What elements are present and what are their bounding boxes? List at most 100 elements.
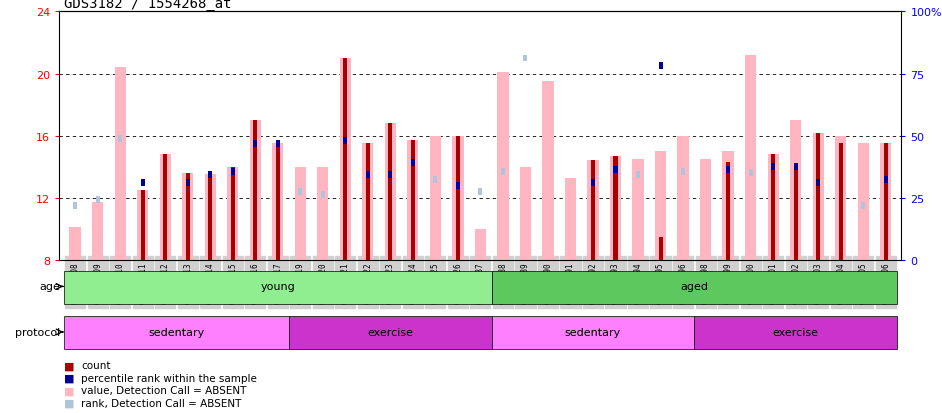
Text: ■: ■ (64, 398, 74, 408)
Bar (140, 179, 145, 186)
Bar (343, 138, 348, 145)
Bar (159, 155, 171, 260)
Bar (140, 190, 145, 260)
Bar (492, 316, 694, 349)
Bar (163, 155, 167, 260)
Bar (231, 167, 235, 260)
Bar (632, 159, 643, 260)
Bar (64, 271, 492, 304)
Bar (497, 73, 509, 260)
Bar (73, 202, 77, 209)
Text: GDS3182 / 1554268_at: GDS3182 / 1554268_at (63, 0, 231, 12)
Text: ■: ■ (64, 385, 74, 395)
Bar (591, 161, 595, 260)
Bar (524, 55, 528, 62)
Bar (231, 169, 235, 176)
Bar (407, 141, 418, 260)
Bar (591, 179, 595, 186)
Text: ■: ■ (64, 373, 74, 383)
Bar (794, 167, 798, 260)
Bar (475, 229, 486, 260)
Bar (613, 157, 618, 260)
Bar (250, 121, 261, 260)
Bar (343, 138, 348, 145)
Bar (388, 175, 393, 182)
Bar (681, 169, 685, 176)
Bar (492, 271, 897, 304)
Bar (456, 183, 460, 189)
Bar (231, 187, 235, 194)
Text: protocol: protocol (14, 327, 59, 337)
Bar (317, 167, 329, 260)
Text: sedentary: sedentary (148, 327, 204, 337)
Bar (771, 164, 775, 171)
Bar (794, 164, 798, 171)
Bar (456, 136, 460, 260)
Bar (430, 136, 441, 260)
Bar (835, 136, 846, 260)
Bar (92, 203, 104, 260)
Bar (591, 179, 595, 186)
Text: exercise: exercise (367, 327, 414, 337)
Bar (276, 140, 280, 147)
Bar (208, 171, 212, 178)
Bar (771, 164, 775, 171)
Bar (838, 144, 843, 260)
Bar (433, 176, 437, 183)
Text: rank, Detection Call = ABSENT: rank, Detection Call = ABSENT (81, 398, 241, 408)
Bar (588, 161, 598, 260)
Bar (388, 124, 393, 260)
Bar (520, 167, 531, 260)
Bar (299, 189, 302, 195)
Bar (452, 136, 463, 260)
Text: exercise: exercise (772, 327, 819, 337)
Bar (565, 178, 577, 260)
Bar (700, 159, 711, 260)
Bar (677, 136, 689, 260)
Bar (813, 133, 824, 260)
Bar (365, 171, 370, 178)
Bar (363, 144, 373, 260)
Bar (411, 141, 414, 260)
Bar (118, 136, 122, 143)
Bar (768, 155, 779, 260)
Bar (816, 179, 820, 186)
Bar (388, 171, 393, 178)
Text: young: young (260, 282, 295, 292)
Bar (749, 170, 753, 177)
Bar (227, 167, 238, 260)
Text: aged: aged (680, 282, 708, 292)
Bar (182, 173, 193, 260)
Bar (384, 124, 396, 260)
Bar (289, 316, 492, 349)
Bar (613, 167, 618, 174)
Text: sedentary: sedentary (565, 327, 621, 337)
Bar (816, 133, 820, 260)
Bar (880, 144, 891, 260)
Bar (655, 152, 666, 260)
Bar (658, 63, 662, 70)
Bar (115, 68, 126, 260)
Bar (276, 144, 280, 260)
Bar (253, 121, 257, 260)
Bar (857, 144, 869, 260)
Bar (861, 202, 866, 209)
Bar (456, 183, 460, 189)
Bar (726, 167, 730, 174)
Bar (272, 144, 284, 260)
Bar (501, 169, 505, 176)
Bar (340, 59, 351, 260)
Bar (613, 167, 618, 174)
Bar (726, 163, 730, 260)
Bar (276, 140, 280, 147)
Text: percentile rank within the sample: percentile rank within the sample (81, 373, 257, 383)
Text: age: age (39, 282, 59, 292)
Bar (343, 59, 348, 260)
Bar (64, 316, 289, 349)
Bar (745, 56, 756, 260)
Bar (723, 152, 734, 260)
Bar (636, 171, 640, 178)
Bar (95, 196, 100, 203)
Bar (208, 175, 212, 260)
Bar (790, 121, 802, 260)
